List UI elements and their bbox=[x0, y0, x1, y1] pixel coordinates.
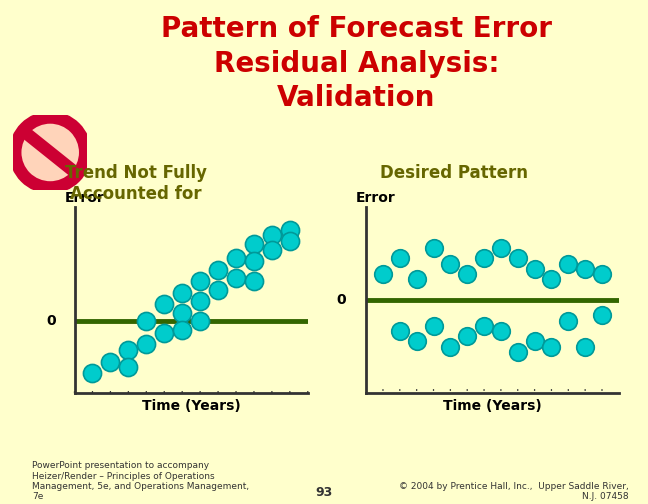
Point bbox=[195, 297, 205, 305]
Text: PowerPoint presentation to accompany
Heizer/Render – Principles of Operations
Ma: PowerPoint presentation to accompany Hei… bbox=[32, 461, 249, 501]
Point bbox=[267, 231, 277, 239]
Point bbox=[213, 286, 224, 294]
Point bbox=[177, 289, 187, 297]
Point bbox=[411, 275, 422, 283]
Point bbox=[479, 255, 489, 263]
Point bbox=[87, 369, 98, 377]
Point bbox=[395, 327, 405, 335]
X-axis label: Time (Years): Time (Years) bbox=[443, 399, 542, 413]
Point bbox=[195, 318, 205, 326]
Point bbox=[249, 257, 259, 265]
Point bbox=[462, 270, 472, 278]
Point bbox=[378, 270, 388, 278]
X-axis label: Time (Years): Time (Years) bbox=[142, 399, 240, 413]
Point bbox=[597, 311, 607, 320]
Text: Error: Error bbox=[65, 191, 105, 205]
Point bbox=[284, 237, 295, 245]
Point bbox=[428, 244, 439, 252]
Point bbox=[411, 337, 422, 345]
Point bbox=[141, 318, 152, 326]
Text: Error: Error bbox=[356, 191, 396, 205]
Point bbox=[462, 332, 472, 340]
Point bbox=[529, 337, 540, 345]
Point bbox=[231, 254, 241, 262]
Point bbox=[177, 326, 187, 334]
Point bbox=[597, 270, 607, 278]
Point bbox=[428, 322, 439, 330]
Point bbox=[546, 343, 557, 351]
Text: 0: 0 bbox=[336, 293, 346, 307]
Text: Pattern of Forecast Error
Residual Analysis:
Validation: Pattern of Forecast Error Residual Analy… bbox=[161, 15, 552, 112]
Point bbox=[231, 274, 241, 282]
Point bbox=[479, 322, 489, 330]
Point bbox=[563, 317, 573, 325]
Point bbox=[159, 329, 169, 337]
Text: 93: 93 bbox=[316, 486, 332, 499]
Point bbox=[195, 277, 205, 285]
Point bbox=[546, 275, 557, 283]
Point bbox=[249, 277, 259, 285]
Point bbox=[123, 363, 133, 371]
Point bbox=[123, 346, 133, 354]
Point bbox=[395, 255, 405, 263]
Point bbox=[496, 327, 506, 335]
Point bbox=[105, 357, 115, 365]
Point bbox=[496, 244, 506, 252]
Point bbox=[159, 300, 169, 308]
Point bbox=[445, 343, 456, 351]
Point bbox=[513, 255, 523, 263]
Point bbox=[249, 240, 259, 248]
Point bbox=[580, 265, 590, 273]
Point bbox=[177, 309, 187, 317]
Point bbox=[529, 265, 540, 273]
Point bbox=[213, 266, 224, 274]
Text: © 2004 by Prentice Hall, Inc.,  Upper Saddle River,
N.J. 07458: © 2004 by Prentice Hall, Inc., Upper Sad… bbox=[399, 482, 629, 501]
Point bbox=[141, 340, 152, 348]
Text: Desired Pattern: Desired Pattern bbox=[380, 164, 527, 182]
Point bbox=[445, 260, 456, 268]
Point bbox=[513, 348, 523, 356]
Point bbox=[284, 226, 295, 234]
Circle shape bbox=[15, 117, 86, 187]
Text: Trend Not Fully
Accounted for: Trend Not Fully Accounted for bbox=[65, 164, 207, 203]
Point bbox=[267, 245, 277, 254]
Point bbox=[563, 260, 573, 268]
Text: 0: 0 bbox=[46, 314, 56, 329]
Point bbox=[580, 343, 590, 351]
